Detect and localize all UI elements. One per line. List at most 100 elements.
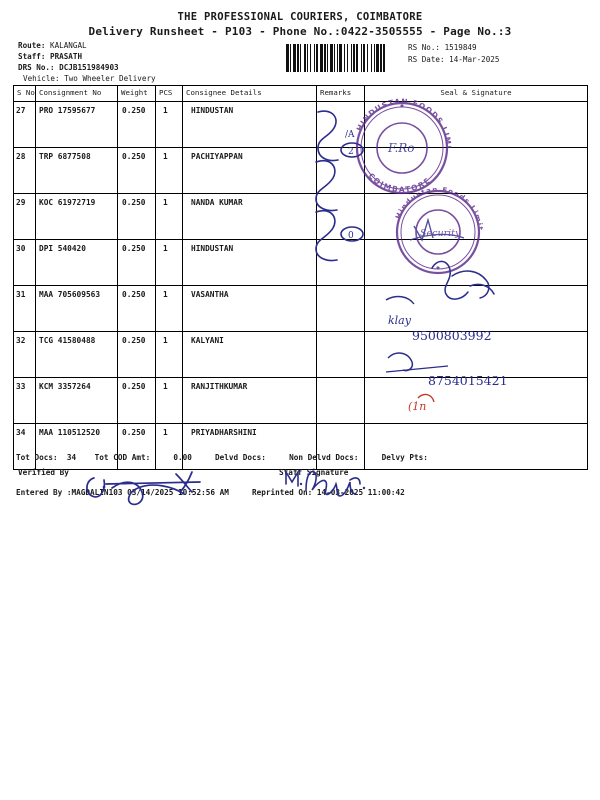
route-row: Route: KALANGAL — [18, 40, 156, 51]
table-body: 27 PRO 17595677 0.250 1 HINDUSTAN 28 TRP 68775… — [13, 101, 588, 470]
cell-consignment: DPI 540420 — [35, 239, 118, 286]
cell-remarks — [316, 331, 365, 378]
barcode-bar — [334, 44, 335, 72]
cell-pcs: 1 — [155, 239, 183, 286]
barcode-bar — [286, 44, 289, 72]
cell-sno: 31 — [13, 285, 36, 332]
barcode — [286, 44, 390, 72]
barcode-bar — [353, 44, 355, 72]
rs-date-value: 14-Mar-2025 — [449, 55, 500, 64]
cell-sno: 30 — [13, 239, 36, 286]
drs-label: DRS No.: — [18, 63, 60, 72]
staff-row: Staff: PRASATH — [18, 51, 156, 62]
cell-consignee: PRIYADHARSHINI — [182, 423, 317, 470]
cell-remarks — [316, 193, 365, 240]
cell-seal — [364, 285, 588, 332]
staff-signature-label: Staff Signature — [279, 468, 349, 477]
cell-weight: 0.250 — [117, 423, 156, 470]
cell-seal — [364, 423, 588, 470]
cell-consignee: RANJITHKUMAR — [182, 377, 317, 424]
entered-reprinted-line: Entered By :MAGDALIN103 03/14/2025 10:52… — [16, 487, 405, 497]
cell-consignment: TRP 6877508 — [35, 147, 118, 194]
cell-weight: 0.250 — [117, 193, 156, 240]
cell-pcs: 1 — [155, 331, 183, 378]
cell-sno: 33 — [13, 377, 36, 424]
barcode-bar — [304, 44, 306, 72]
barcode-bar — [367, 44, 368, 72]
rs-no-row: RS No.: 1519849 — [408, 42, 499, 54]
col-header-sno: S No — [13, 85, 36, 102]
footer-summary: Tot Docs: 34 Tot COD Amt: 0.00 Delvd Doc… — [16, 429, 428, 521]
route-label: Route: — [18, 41, 51, 50]
barcode-bar — [324, 44, 326, 72]
barcode-bar — [339, 44, 342, 72]
barcode-bar — [363, 44, 365, 72]
barcode-bar — [316, 44, 318, 72]
cell-remarks — [316, 377, 365, 424]
company-title: THE PROFESSIONAL COURIERS, COIMBATORE — [177, 11, 423, 23]
barcode-bar — [293, 44, 296, 72]
cell-pcs: 1 — [155, 193, 183, 240]
barcode-bar — [376, 44, 379, 72]
cell-sno: 27 — [13, 101, 36, 148]
vehicle-row: Vehicle: Two Wheeler Delivery — [18, 73, 156, 84]
totals-line: Tot Docs: 34 Tot COD Amt: 0.00 Delvd Doc… — [16, 453, 428, 462]
table-row: 28 TRP 6877508 0.250 1 PACHIYAPPAN — [13, 147, 588, 194]
vehicle-value: Two Wheeler Delivery — [64, 74, 156, 83]
cell-remarks — [316, 147, 365, 194]
table-header: S No Consignment No Weight PCS Consignee… — [13, 85, 588, 102]
table-row: 29 KOC 61972719 0.250 1 NANDA KUMAR — [13, 193, 588, 240]
cell-consignee: KALYANI — [182, 331, 317, 378]
cell-consignee: HINDUSTAN — [182, 239, 317, 286]
vehicle-label: Vehicle: — [23, 74, 65, 83]
cell-weight: 0.250 — [117, 101, 156, 148]
cell-seal — [364, 331, 588, 378]
drs-value: DCJB151984903 — [59, 63, 119, 72]
barcode-bar — [371, 44, 372, 72]
table-row: 33 KCM 3357264 0.250 1 RANJITHKUMAR — [13, 377, 588, 424]
cell-seal — [364, 239, 588, 286]
drs-row: DRS No.: DCJB151984903 — [18, 62, 156, 73]
cell-sno: 28 — [13, 147, 36, 194]
cell-seal — [364, 377, 588, 424]
barcode-bar — [290, 44, 291, 72]
barcode-bar — [314, 44, 315, 72]
cell-remarks — [316, 285, 365, 332]
barcode-bar — [374, 44, 375, 72]
col-header-remarks: Remarks — [316, 85, 365, 102]
cell-weight: 0.250 — [117, 285, 156, 332]
cell-pcs: 1 — [155, 377, 183, 424]
barcode-bar — [380, 44, 382, 72]
table-row: 27 PRO 17595677 0.250 1 HINDUSTAN — [13, 101, 588, 148]
header-meta-right: RS No.: 1519849 RS Date: 14-Mar-2025 — [408, 42, 499, 66]
rs-date-row: RS Date: 14-Mar-2025 — [408, 54, 499, 66]
cell-consignment: TCG 41580488 — [35, 331, 118, 378]
header-meta-left: Route: KALANGAL Staff: PRASATH DRS No.: … — [18, 40, 156, 84]
cell-consignment: MAA 705609563 — [35, 285, 118, 332]
col-header-pcs: PCS — [155, 85, 183, 102]
barcode-bar — [327, 44, 328, 72]
table-row: 34 MAA 110512520 0.250 1 PRIYADHARSHINI — [13, 423, 588, 470]
col-header-seal: Seal & Signature — [364, 85, 588, 102]
cell-weight: 0.250 — [117, 239, 156, 286]
cell-remarks — [316, 101, 365, 148]
cell-remarks — [316, 239, 365, 286]
verified-by-label: Verified By — [18, 468, 69, 477]
cell-consignment: PRO 17595677 — [35, 101, 118, 148]
cell-pcs: 1 — [155, 101, 183, 148]
cell-consignee: NANDA KUMAR — [182, 193, 317, 240]
col-header-consignee: Consignee Details — [182, 85, 317, 102]
route-value: KALANGAL — [50, 41, 87, 50]
barcode-bar — [351, 44, 352, 72]
barcode-bar — [300, 44, 301, 72]
rs-no-value: 1519849 — [444, 43, 477, 52]
cell-weight: 0.250 — [117, 147, 156, 194]
rs-no-label: RS No.: — [408, 43, 445, 52]
table-row: 30 DPI 540420 0.250 1 HINDUSTAN — [13, 239, 588, 286]
barcode-bar — [330, 44, 333, 72]
barcode-bar — [383, 44, 385, 72]
barcode-bar — [307, 44, 308, 72]
staff-value: PRASATH — [50, 52, 83, 61]
cell-consignee: HINDUSTAN — [182, 101, 317, 148]
